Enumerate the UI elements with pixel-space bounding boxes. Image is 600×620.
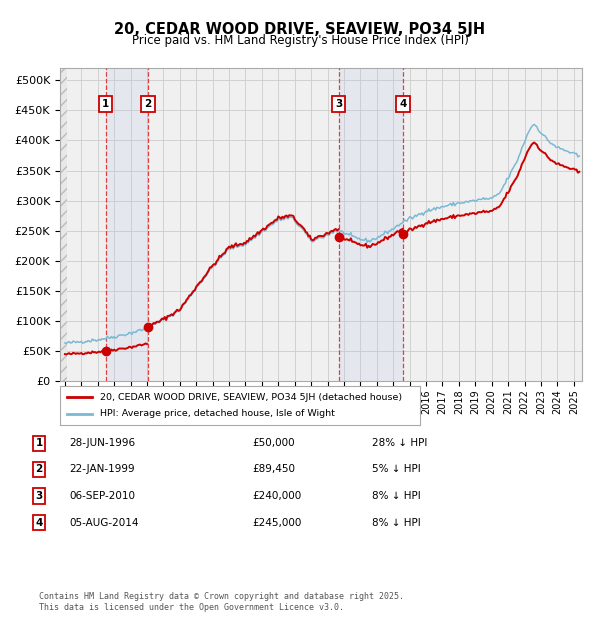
Text: 2: 2: [35, 464, 43, 474]
Text: 3: 3: [35, 491, 43, 501]
Text: 1: 1: [102, 99, 109, 109]
Text: 1: 1: [35, 438, 43, 448]
Text: 20, CEDAR WOOD DRIVE, SEAVIEW, PO34 5JH: 20, CEDAR WOOD DRIVE, SEAVIEW, PO34 5JH: [115, 22, 485, 37]
Text: 28% ↓ HPI: 28% ↓ HPI: [372, 438, 427, 448]
Text: 22-JAN-1999: 22-JAN-1999: [69, 464, 134, 474]
Text: £50,000: £50,000: [252, 438, 295, 448]
Text: 4: 4: [35, 518, 43, 528]
Text: 8% ↓ HPI: 8% ↓ HPI: [372, 491, 421, 501]
Text: 3: 3: [335, 99, 343, 109]
Text: 2: 2: [145, 99, 152, 109]
Text: 06-SEP-2010: 06-SEP-2010: [69, 491, 135, 501]
Text: Contains HM Land Registry data © Crown copyright and database right 2025.
This d: Contains HM Land Registry data © Crown c…: [39, 592, 404, 611]
Bar: [339, 68, 403, 381]
Bar: [106, 68, 148, 381]
Text: 28-JUN-1996: 28-JUN-1996: [69, 438, 135, 448]
Text: Price paid vs. HM Land Registry's House Price Index (HPI): Price paid vs. HM Land Registry's House …: [131, 34, 469, 47]
Text: 8% ↓ HPI: 8% ↓ HPI: [372, 518, 421, 528]
Text: 5% ↓ HPI: 5% ↓ HPI: [372, 464, 421, 474]
Text: HPI: Average price, detached house, Isle of Wight: HPI: Average price, detached house, Isle…: [100, 409, 334, 419]
Text: £89,450: £89,450: [252, 464, 295, 474]
Text: £240,000: £240,000: [252, 491, 301, 501]
Text: 4: 4: [399, 99, 407, 109]
Bar: [60, 68, 67, 381]
Text: £245,000: £245,000: [252, 518, 301, 528]
Text: 05-AUG-2014: 05-AUG-2014: [69, 518, 139, 528]
Text: 20, CEDAR WOOD DRIVE, SEAVIEW, PO34 5JH (detached house): 20, CEDAR WOOD DRIVE, SEAVIEW, PO34 5JH …: [100, 392, 402, 402]
